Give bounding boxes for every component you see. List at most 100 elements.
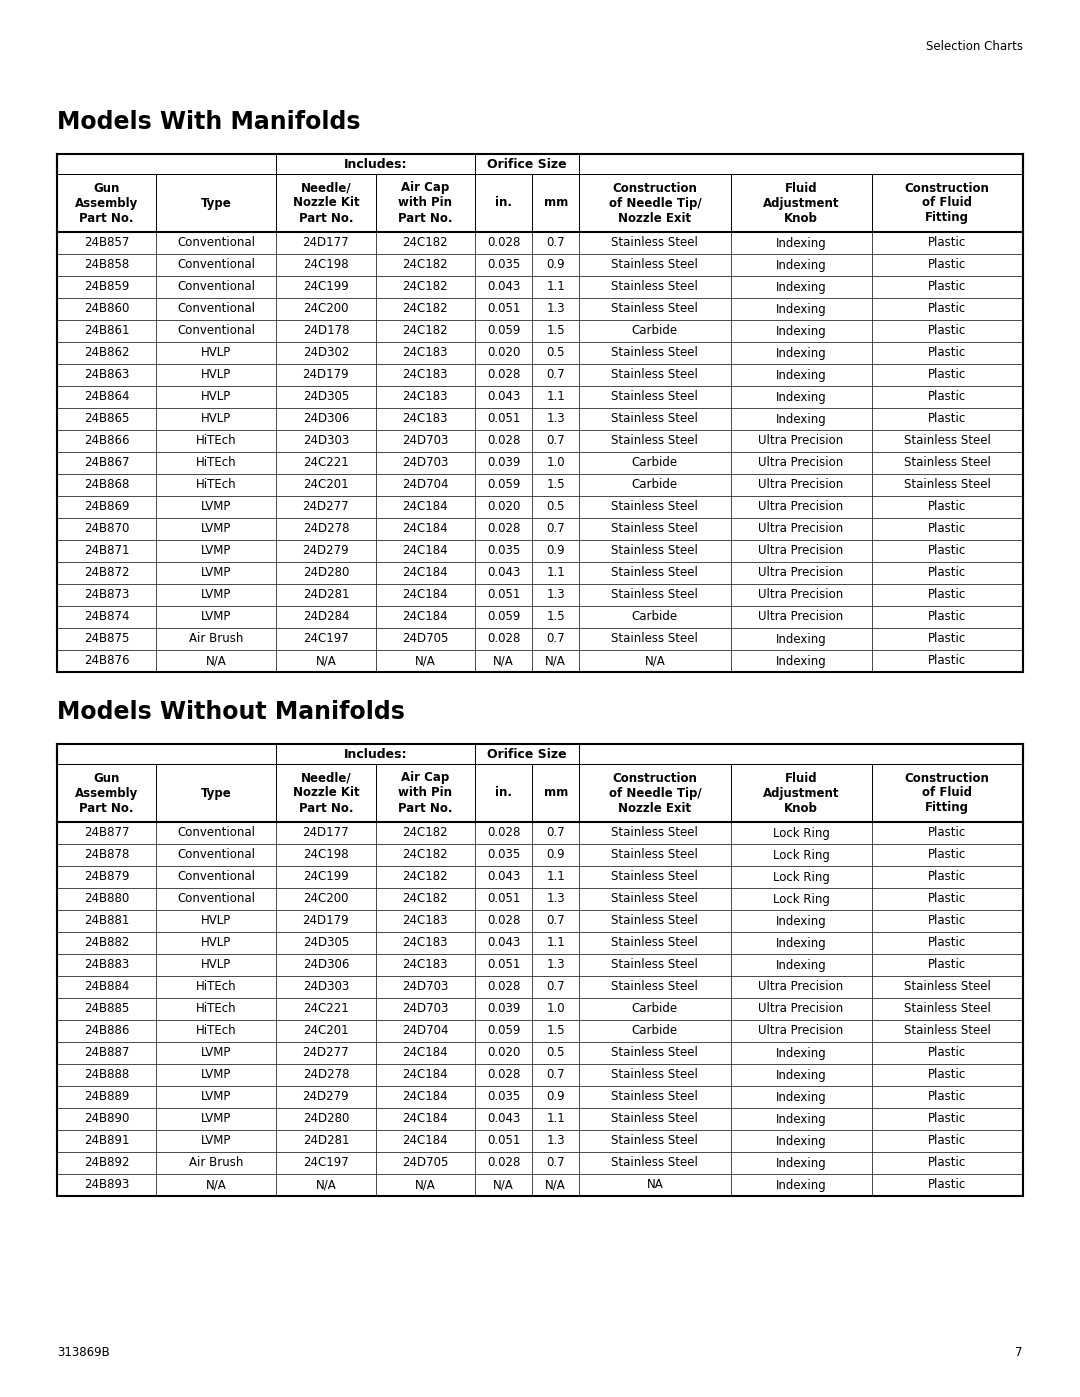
- Text: 0.028: 0.028: [487, 522, 521, 535]
- Text: 0.7: 0.7: [546, 522, 565, 535]
- Text: Plastic: Plastic: [928, 893, 967, 905]
- Text: 24C182: 24C182: [403, 870, 448, 883]
- Text: 1.5: 1.5: [546, 610, 565, 623]
- Text: Indexing: Indexing: [775, 1046, 826, 1059]
- Text: 24D281: 24D281: [302, 1134, 349, 1147]
- Text: 24C184: 24C184: [403, 1069, 448, 1081]
- Text: Stainless Steel: Stainless Steel: [611, 633, 699, 645]
- Text: Stainless Steel: Stainless Steel: [611, 588, 699, 602]
- Text: Fluid
Adjustment
Knob: Fluid Adjustment Knob: [762, 182, 839, 225]
- Text: 0.5: 0.5: [546, 1046, 565, 1059]
- Text: 1.3: 1.3: [546, 893, 565, 905]
- Text: Conventional: Conventional: [177, 870, 255, 883]
- Text: 24C198: 24C198: [303, 258, 349, 271]
- Text: 0.9: 0.9: [546, 1091, 565, 1104]
- Text: 24D305: 24D305: [302, 391, 349, 404]
- Text: Plastic: Plastic: [928, 281, 967, 293]
- Text: HiTEch: HiTEch: [195, 479, 237, 492]
- Text: 313869B: 313869B: [57, 1345, 110, 1359]
- Text: Plastic: Plastic: [928, 236, 967, 250]
- Text: Ultra Precision: Ultra Precision: [758, 981, 843, 993]
- Text: 24B884: 24B884: [84, 981, 130, 993]
- Text: 24B873: 24B873: [84, 588, 130, 602]
- Text: Ultra Precision: Ultra Precision: [758, 588, 843, 602]
- Text: 24C183: 24C183: [403, 915, 448, 928]
- Text: 24D705: 24D705: [402, 633, 448, 645]
- Text: Carbide: Carbide: [632, 324, 678, 338]
- Text: 1.0: 1.0: [546, 1003, 565, 1016]
- Text: Plastic: Plastic: [928, 1179, 967, 1192]
- Text: 24D302: 24D302: [302, 346, 349, 359]
- Text: 1.1: 1.1: [546, 936, 565, 950]
- Text: 24B867: 24B867: [84, 457, 130, 469]
- Text: 24D179: 24D179: [302, 369, 349, 381]
- Text: 24B881: 24B881: [84, 915, 130, 928]
- Text: N/A: N/A: [415, 1179, 435, 1192]
- Text: Ultra Precision: Ultra Precision: [758, 522, 843, 535]
- Text: LVMP: LVMP: [201, 1112, 231, 1126]
- Text: 24C182: 24C182: [403, 893, 448, 905]
- Text: Plastic: Plastic: [928, 633, 967, 645]
- Text: Plastic: Plastic: [928, 391, 967, 404]
- Text: 0.059: 0.059: [487, 610, 521, 623]
- Text: Stainless Steel: Stainless Steel: [611, 1091, 699, 1104]
- Text: 24D703: 24D703: [402, 434, 448, 447]
- Text: 24C182: 24C182: [403, 827, 448, 840]
- Text: Stainless Steel: Stainless Steel: [611, 848, 699, 862]
- Text: 24B872: 24B872: [84, 567, 130, 580]
- Text: Plastic: Plastic: [928, 1157, 967, 1169]
- Text: Carbide: Carbide: [632, 1024, 678, 1038]
- Text: Plastic: Plastic: [928, 303, 967, 316]
- Text: N/A: N/A: [415, 655, 435, 668]
- Text: 24B871: 24B871: [84, 545, 130, 557]
- Text: 24D303: 24D303: [302, 434, 349, 447]
- Text: N/A: N/A: [315, 1179, 336, 1192]
- Text: Ultra Precision: Ultra Precision: [758, 457, 843, 469]
- Text: LVMP: LVMP: [201, 500, 231, 514]
- Text: 0.7: 0.7: [546, 1069, 565, 1081]
- Text: 0.059: 0.059: [487, 324, 521, 338]
- Text: Stainless Steel: Stainless Steel: [611, 412, 699, 426]
- Text: HVLP: HVLP: [201, 936, 231, 950]
- Text: 0.043: 0.043: [487, 281, 521, 293]
- Text: Orifice Size: Orifice Size: [487, 747, 567, 760]
- Text: 24B882: 24B882: [84, 936, 130, 950]
- Text: 24C200: 24C200: [303, 893, 349, 905]
- Text: Indexing: Indexing: [775, 1134, 826, 1147]
- Text: 24D178: 24D178: [302, 324, 349, 338]
- Text: N/A: N/A: [494, 1179, 514, 1192]
- Text: 24C197: 24C197: [303, 633, 349, 645]
- Text: Indexing: Indexing: [775, 258, 826, 271]
- Text: Plastic: Plastic: [928, 1134, 967, 1147]
- Text: Conventional: Conventional: [177, 893, 255, 905]
- Text: 24D306: 24D306: [302, 958, 349, 971]
- Text: 24B892: 24B892: [84, 1157, 130, 1169]
- Text: Indexing: Indexing: [775, 915, 826, 928]
- Text: Indexing: Indexing: [775, 412, 826, 426]
- Text: Construction
of Needle Tip/
Nozzle Exit: Construction of Needle Tip/ Nozzle Exit: [608, 771, 701, 814]
- Text: Plastic: Plastic: [928, 848, 967, 862]
- Text: Ultra Precision: Ultra Precision: [758, 479, 843, 492]
- Text: Stainless Steel: Stainless Steel: [611, 893, 699, 905]
- Text: NA: NA: [647, 1179, 663, 1192]
- Text: Gun
Assembly
Part No.: Gun Assembly Part No.: [75, 182, 138, 225]
- Text: 24C199: 24C199: [303, 281, 349, 293]
- Text: Stainless Steel: Stainless Steel: [904, 1024, 990, 1038]
- Text: 24B863: 24B863: [84, 369, 130, 381]
- Text: 24D279: 24D279: [302, 545, 349, 557]
- Text: Models Without Manifolds: Models Without Manifolds: [57, 700, 405, 724]
- Text: 0.7: 0.7: [546, 236, 565, 250]
- Text: LVMP: LVMP: [201, 1134, 231, 1147]
- Text: Gun
Assembly
Part No.: Gun Assembly Part No.: [75, 771, 138, 814]
- Text: Needle/
Nozzle Kit
Part No.: Needle/ Nozzle Kit Part No.: [293, 771, 360, 814]
- Text: 24D703: 24D703: [402, 457, 448, 469]
- Text: 0.043: 0.043: [487, 391, 521, 404]
- Text: HVLP: HVLP: [201, 958, 231, 971]
- Text: 0.5: 0.5: [546, 500, 565, 514]
- Text: 0.059: 0.059: [487, 1024, 521, 1038]
- Text: LVMP: LVMP: [201, 1046, 231, 1059]
- Text: 0.028: 0.028: [487, 915, 521, 928]
- Text: 24B861: 24B861: [84, 324, 130, 338]
- Text: Plastic: Plastic: [928, 522, 967, 535]
- Text: mm: mm: [543, 787, 568, 799]
